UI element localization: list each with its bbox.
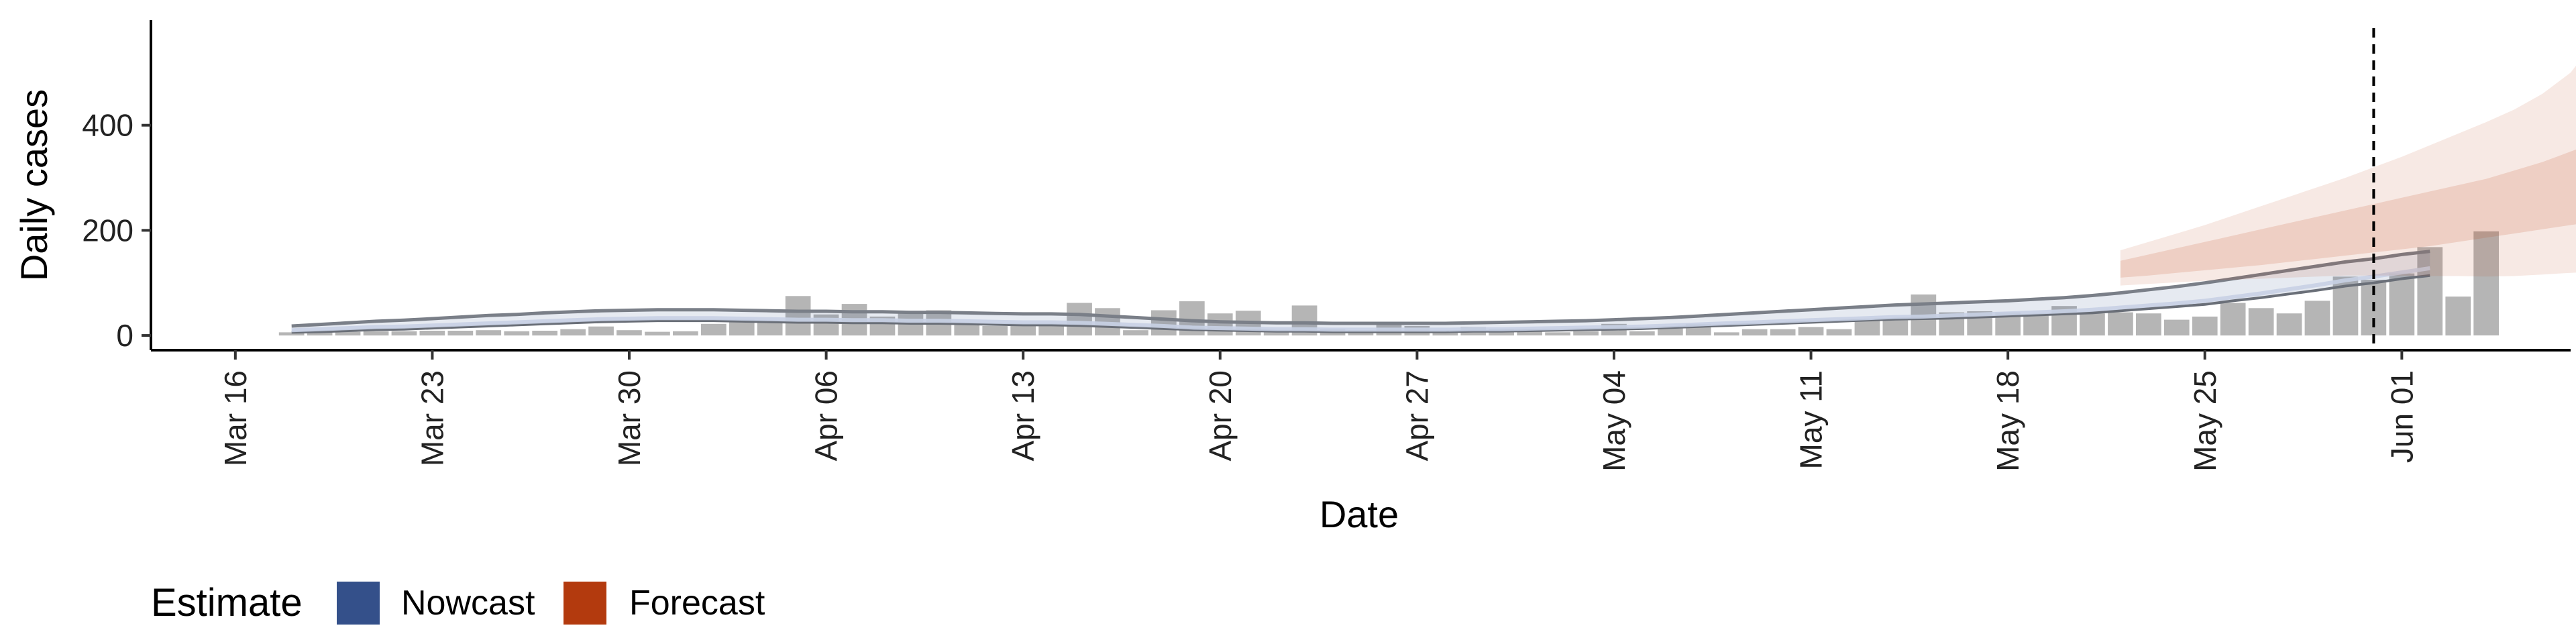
bar [1123,330,1148,335]
x-ticks: Mar 16 Mar 23 Mar 30 Apr 06 Apr 13 Apr 20 Apr … [218,350,2419,472]
x-tick-label: Apr 20 [1203,370,1238,462]
bar [476,330,502,335]
axes: 0 200 400 Mar 16 Mar 23 Mar 30 Apr 06 Apr 13 Ap… [82,20,2571,472]
bar [1741,329,1768,336]
bar [2023,314,2049,335]
bar [616,330,642,335]
bar [785,296,811,336]
bands-layer [291,65,2576,334]
bar [1545,332,1570,336]
bar [701,323,727,335]
bar [2445,297,2471,336]
bar [2389,273,2415,335]
bar [504,331,530,336]
bar [335,331,361,336]
x-tick-label: Mar 16 [218,370,253,466]
x-tick-label: May 25 [2188,370,2222,472]
bar [2304,301,2330,336]
bars-layer [278,231,2499,336]
bar [447,331,474,336]
bar [2276,313,2302,336]
nowcast-lower-line [291,274,2430,334]
legend-label-forecast: Forecast [629,584,765,623]
bar [1038,323,1064,335]
bar [757,321,783,335]
bar [1010,325,1036,336]
y-tick-label: 0 [116,318,133,353]
bar [2220,303,2246,336]
bar [1826,329,1852,336]
x-tick-label: Jun 01 [2384,370,2419,463]
nowcast-median-line [291,266,2430,333]
bar [1798,327,1824,335]
forecast-band-90 [2120,65,2576,286]
x-tick-label: May 04 [1597,370,1631,472]
bar [2108,312,2133,336]
plot-area [278,28,2576,350]
y-ticks: 0 200 400 [82,108,151,353]
bar [278,332,305,336]
bar [1517,330,1542,335]
y-axis-title: Daily cases [13,89,55,281]
bar [1151,310,1177,336]
bar [954,325,980,336]
bar [1432,331,1458,336]
x-tick-label: Apr 06 [809,370,844,462]
bar [1573,331,1599,336]
legend: Estimate Nowcast Forecast [151,581,765,625]
legend-swatch-forecast [564,582,606,625]
y-tick-label: 200 [82,213,133,248]
bar [2080,313,2105,336]
bar [363,331,389,336]
bar [1067,303,1092,336]
bar [588,326,614,335]
legend-title: Estimate [151,581,303,625]
legend-swatch-nowcast [337,582,380,625]
bar [2473,231,2499,335]
bar [1854,319,1880,336]
bar [673,331,698,336]
x-tick-label: Mar 23 [415,370,449,466]
x-tick-label: Apr 27 [1399,370,1434,462]
bar [2248,308,2274,335]
bar [419,331,445,336]
bar [532,331,557,336]
x-axis-title: Date [1320,493,1399,535]
legend-label-nowcast: Nowcast [401,584,535,623]
x-tick-label: Apr 13 [1006,370,1040,462]
bar [645,331,670,336]
x-tick-label: Mar 30 [612,370,647,466]
y-tick-label: 400 [82,108,133,143]
bar [1629,331,1655,336]
bar [2163,319,2190,336]
bar [2136,313,2161,336]
bar [1713,332,1739,336]
forecast-band-50 [2120,149,2576,278]
bar [391,331,417,336]
bar [1882,319,1909,336]
bar [1263,331,1289,336]
bar [1207,313,1233,336]
bar [2192,316,2218,336]
bar [729,319,755,336]
bar [560,329,586,336]
bar [982,326,1008,336]
bar [307,332,333,336]
x-tick-label: May 11 [1794,370,1829,469]
bar [2417,247,2443,335]
bar [1770,329,1796,336]
nowcast-upper-line [291,250,2430,328]
x-tick-label: May 18 [1990,370,2025,472]
